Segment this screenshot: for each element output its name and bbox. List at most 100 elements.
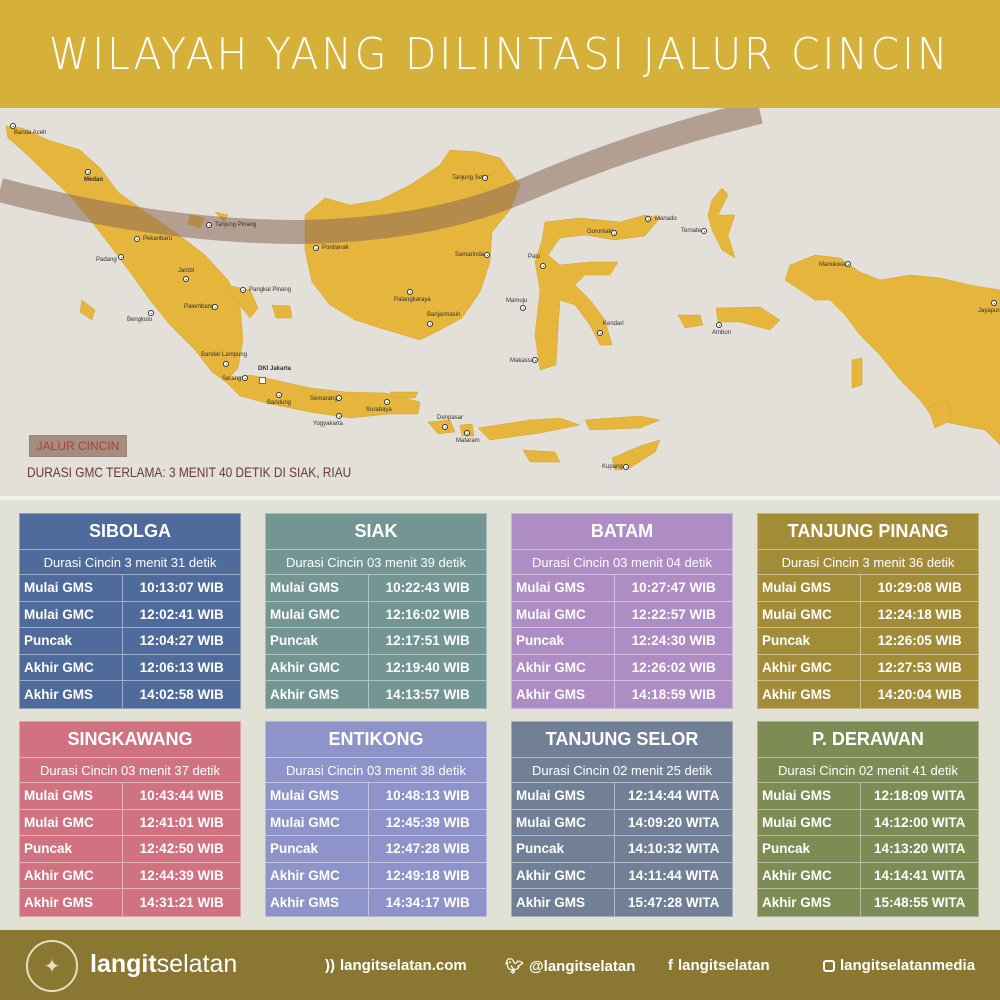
phase-label: Mulai GMC — [266, 809, 370, 836]
phase-time: 14:14:41 WITA — [874, 868, 966, 884]
table-row: Akhir GMS 14:34:17 WIB — [266, 889, 486, 916]
phase-label: Akhir GMS — [20, 681, 124, 708]
phase-label: Mulai GMS — [20, 575, 124, 601]
phase-label: Mulai GMC — [758, 601, 862, 628]
table-row: Mulai GMS 10:29:08 WIB — [758, 575, 978, 602]
phase-label: Puncak — [20, 628, 124, 654]
phase-time: 12:06:13 WIB — [139, 660, 224, 676]
instagram-link[interactable]: langitselatanmedia — [823, 957, 975, 974]
ring-eclipse-path — [0, 108, 763, 245]
city-marker: Palembang — [184, 304, 218, 311]
buru-island — [677, 314, 704, 329]
city-marker: Manado — [645, 216, 677, 223]
table-row: Puncak 12:26:05 WIB — [758, 628, 978, 655]
table-row: Puncak 12:24:30 WIB — [512, 628, 732, 655]
location-name: SIAK — [266, 514, 486, 550]
madura-island — [389, 391, 419, 399]
facebook-link[interactable]: f langitselatan — [668, 957, 770, 974]
phase-time: 14:09:20 WITA — [628, 814, 720, 830]
table-row: Mulai GMC 12:22:57 WIB — [512, 601, 732, 629]
table-row: Mulai GMS 10:13:07 WIB — [20, 575, 240, 602]
instagram-icon — [823, 959, 835, 972]
table-row: Akhir GMC 12:06:13 WIB — [20, 654, 240, 682]
brand-name: langitselatan — [90, 950, 238, 978]
table-row: Puncak 12:17:51 WIB — [266, 628, 486, 655]
phase-label: Mulai GMC — [266, 601, 370, 628]
table-row: Mulai GMS 12:14:44 WITA — [512, 783, 732, 810]
phase-label: Akhir GMC — [20, 654, 124, 681]
city-marker: Serang — [222, 375, 248, 383]
city-marker: Pontianak — [313, 245, 349, 252]
table-row: Akhir GMC 12:26:02 WIB — [512, 654, 732, 682]
table-row: Mulai GMC 14:12:00 WITA — [758, 809, 978, 837]
phase-label: Mulai GMS — [266, 575, 370, 601]
table-row: Mulai GMS 10:22:43 WIB — [266, 575, 486, 602]
phase-time: 12:17:51 WIB — [385, 633, 470, 649]
location-card: SIBOLGA Durasi Cincin 3 menit 31 detik Mul… — [19, 513, 241, 709]
phase-time: 12:24:30 WIB — [631, 633, 716, 649]
phase-label: Mulai GMC — [512, 809, 616, 836]
location-name: SIBOLGA — [20, 514, 240, 550]
table-row: Akhir GMS 15:47:28 WITA — [512, 889, 732, 916]
city-marker: Kupang — [602, 464, 629, 471]
location-card: ENTIKONG Durasi Cincin 03 menit 38 detik M… — [265, 721, 487, 917]
phase-label: Puncak — [758, 628, 862, 654]
phase-label: Mulai GMC — [20, 601, 124, 628]
phase-label: Puncak — [758, 836, 862, 862]
city-marker: Jayapura — [978, 300, 1000, 315]
aru-islands — [851, 357, 863, 389]
phase-time: 14:02:58 WIB — [139, 687, 224, 703]
city-marker: DKI Jakarta — [258, 366, 291, 384]
phase-time: 12:16:02 WIB — [385, 606, 470, 622]
phase-time: 12:49:18 WIB — [385, 868, 470, 884]
ring-duration: Durasi Cincin 3 menit 36 detik — [758, 550, 978, 575]
twitter-link[interactable]: 🐦︎ @langitselatan — [505, 957, 636, 976]
phase-label: Akhir GMS — [20, 889, 124, 916]
table-row: Akhir GMC 14:14:41 WITA — [758, 862, 978, 890]
table-row: Akhir GMS 14:02:58 WIB — [20, 681, 240, 708]
table-row: Mulai GMC 14:09:20 WITA — [512, 809, 732, 837]
phase-label: Puncak — [266, 628, 370, 654]
phase-label: Mulai GMC — [512, 601, 616, 628]
city-marker: Palu — [528, 254, 546, 269]
phase-time: 14:20:04 WIB — [877, 687, 962, 703]
city-marker: Banda Aceh — [10, 123, 46, 137]
phase-time: 12:19:40 WIB — [385, 660, 470, 676]
location-name: SINGKAWANG — [20, 722, 240, 758]
sumbawa-island — [477, 417, 581, 441]
longest-duration-note: DURASI GMC TERLAMA: 3 MENIT 40 DETIK DI … — [27, 464, 352, 480]
phase-time: 10:48:13 WIB — [385, 788, 470, 804]
ring-duration: Durasi Cincin 03 menit 38 detik — [266, 758, 486, 783]
phase-time: 12:18:09 WITA — [874, 788, 966, 804]
phase-time: 12:02:41 WIB — [139, 606, 224, 622]
phase-time: 12:26:05 WIB — [877, 633, 962, 649]
city-marker: Pangkal Pinang — [240, 287, 291, 294]
phase-label: Akhir GMS — [266, 681, 370, 708]
capital-marker-icon — [259, 377, 266, 384]
phase-label: Akhir GMS — [266, 889, 370, 916]
location-card: SIAK Durasi Cincin 03 menit 39 detik Mulai… — [265, 513, 487, 709]
phase-time: 10:43:44 WIB — [139, 788, 224, 804]
table-row: Mulai GMS 10:43:44 WIB — [20, 783, 240, 810]
sulawesi-island — [534, 214, 661, 371]
city-marker: Palangkaraya — [394, 289, 431, 304]
bali-island — [427, 419, 456, 435]
table-row: Mulai GMS 12:18:09 WITA — [758, 783, 978, 810]
table-row: Akhir GMS 14:20:04 WIB — [758, 681, 978, 708]
phase-label: Mulai GMS — [266, 783, 370, 809]
website-link[interactable]: )) langitselatan.com — [325, 957, 467, 974]
phase-time: 10:13:07 WIB — [139, 580, 224, 596]
nias-island — [79, 299, 96, 321]
city-marker: Kendari — [597, 321, 624, 336]
phase-time: 12:22:57 WIB — [631, 606, 716, 622]
location-name: BATAM — [512, 514, 732, 550]
title-bar: WILAYAH YANG DILINTASI JALUR CINCIN — [0, 0, 1000, 108]
langitselatan-logo: ✦ — [26, 940, 78, 992]
phase-time: 12:47:28 WIB — [385, 841, 470, 857]
ring-duration: Durasi Cincin 02 menit 41 detik — [758, 758, 978, 783]
table-row: Puncak 14:10:32 WITA — [512, 836, 732, 863]
city-marker: Mataram — [456, 430, 480, 445]
location-card: BATAM Durasi Cincin 03 menit 04 detik Mula… — [511, 513, 733, 709]
phase-time: 14:13:20 WITA — [874, 841, 966, 857]
flores-island — [584, 415, 661, 431]
